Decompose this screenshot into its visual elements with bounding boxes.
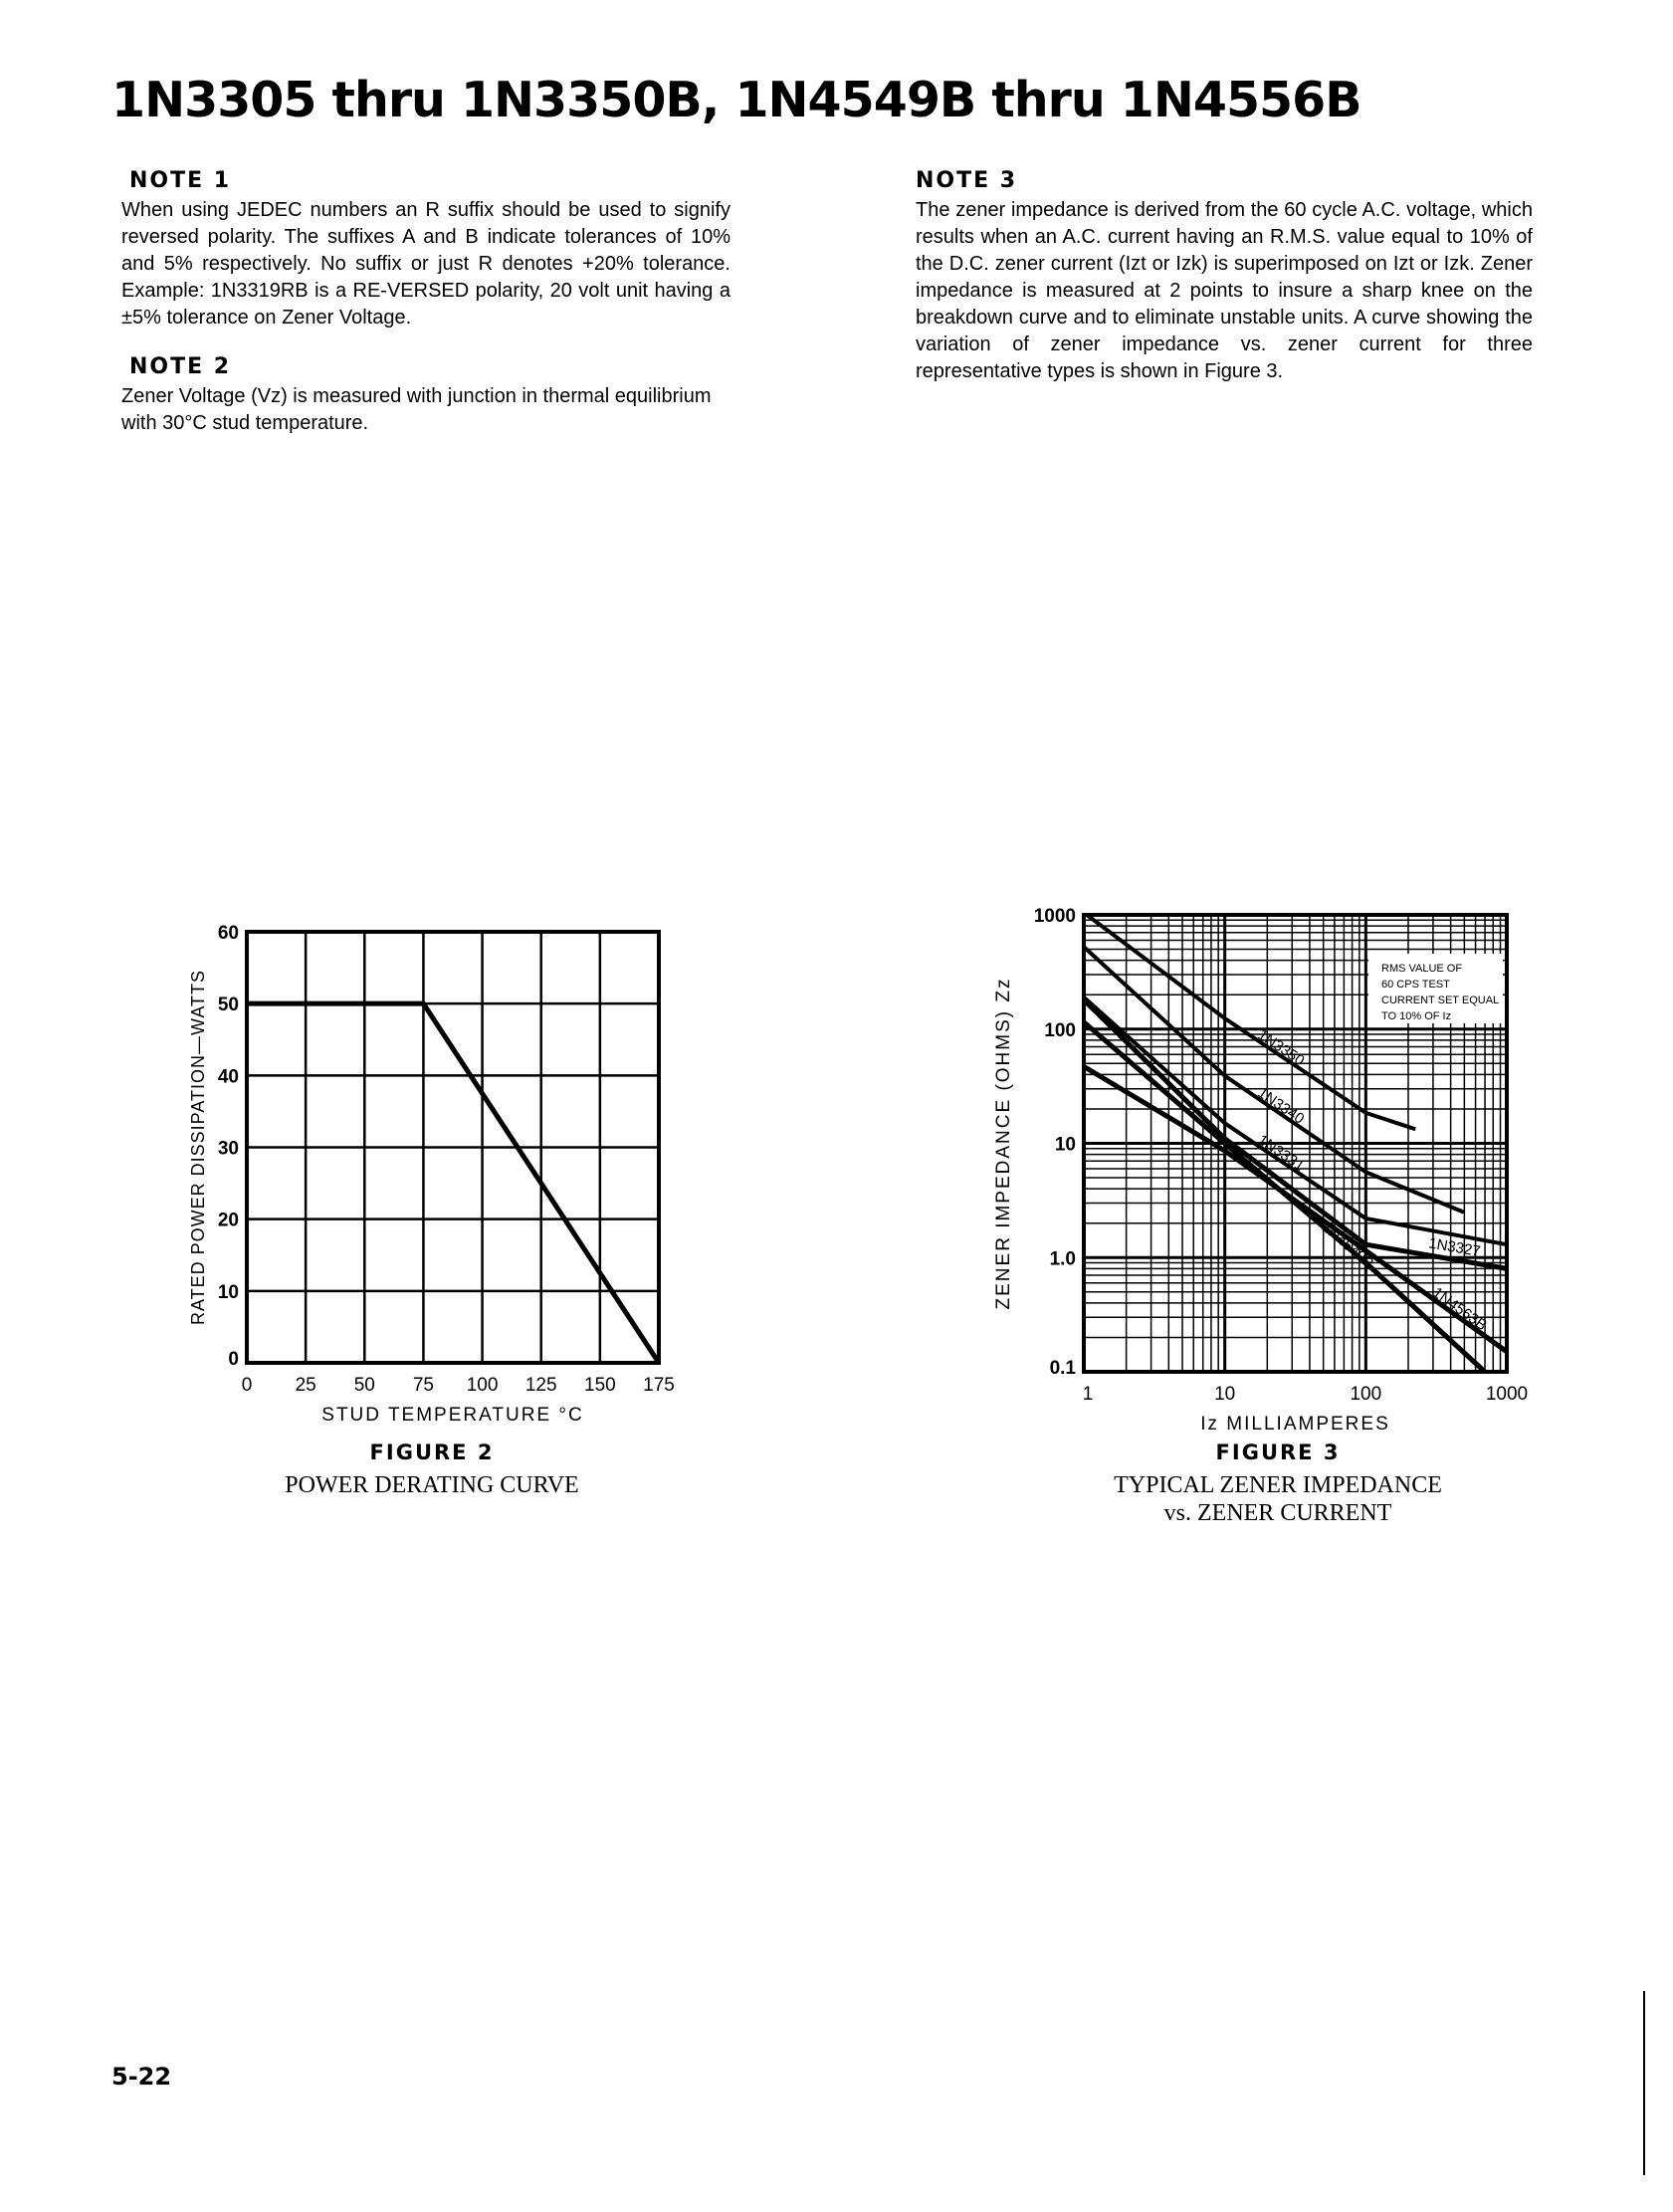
- y-tick-label: 1000: [1034, 906, 1076, 927]
- y-tick-label: 0.1: [1050, 1358, 1077, 1379]
- note-3-text: The zener impedance is derived from the …: [916, 199, 1533, 382]
- y-tick-label: 40: [218, 1066, 239, 1087]
- annotation-text: 60 CPS TEST: [1381, 979, 1450, 991]
- annotation-text: TO 10% OF Iz: [1381, 1010, 1451, 1022]
- x-tick-label: 125: [525, 1375, 557, 1396]
- x-tick-label: 50: [354, 1375, 375, 1396]
- figure-3-caption-line-1: TYPICAL ZENER IMPEDANCE: [1114, 1472, 1442, 1498]
- impedance-curve: [1082, 1019, 1487, 1374]
- note-3-heading: NOTE 3: [916, 168, 1018, 193]
- y-axis-label: ZENER IMPEDANCE (OHMS) Zz: [993, 978, 1014, 1310]
- x-tick-label: 175: [643, 1375, 675, 1396]
- x-tick-label: 100: [1350, 1384, 1381, 1405]
- x-axis-label: STUD TEMPERATURE °C: [321, 1405, 583, 1426]
- y-tick-label: 50: [218, 995, 239, 1015]
- annotation-text: CURRENT SET EQUAL: [1381, 995, 1499, 1006]
- y-tick-label: 100: [1044, 1020, 1076, 1041]
- y-tick-label: 60: [218, 923, 239, 944]
- note-1-heading: NOTE 1: [129, 168, 232, 193]
- figure-2-caption: POWER DERATING CURVE: [285, 1472, 579, 1498]
- derating-line: [247, 1000, 662, 1365]
- plot-frame: [245, 930, 661, 1365]
- x-tick-label: 75: [413, 1375, 434, 1396]
- impedance-curve: [1082, 997, 1508, 1271]
- x-tick-label: 100: [467, 1375, 499, 1396]
- note-1-text: When using JEDEC numbers an R suffix sho…: [121, 199, 731, 329]
- x-tick-label: 10: [1214, 1384, 1235, 1405]
- figure-2-label: FIGURE 2: [369, 1440, 495, 1464]
- y-tick-label: 1.0: [1050, 1248, 1076, 1269]
- x-tick-label: 1: [1083, 1384, 1094, 1405]
- curve-label: 1N3340: [1254, 1084, 1307, 1128]
- x-tick-label: 1000: [1486, 1384, 1528, 1405]
- note-2-text: Zener Voltage (Vz) is measured with junc…: [121, 385, 712, 434]
- margin-rule: [1643, 1991, 1645, 2175]
- x-tick-label: 0: [242, 1375, 253, 1396]
- impedance-curve: [1085, 913, 1416, 1132]
- y-tick-label: 20: [218, 1211, 239, 1231]
- right-notes-column: NOTE 3 The zener impedance is derived fr…: [916, 167, 1533, 385]
- figure-3-caption-line-2: vs. ZENER CURRENT: [1163, 1500, 1392, 1526]
- annotation-box: [1368, 954, 1503, 1023]
- plot-frame: [1082, 913, 1509, 1374]
- y-axis-label: RATED POWER DISSIPATION—WATTS: [188, 970, 208, 1325]
- y-tick-label: 30: [218, 1139, 239, 1160]
- page-title: 1N3305 thru 1N3350B, 1N4549B thru 1N4556…: [111, 72, 1362, 128]
- y-tick-label: 0: [228, 1349, 239, 1370]
- annotation-text: RMS VALUE OF: [1381, 963, 1462, 975]
- left-notes-column: NOTE 1 When using JEDEC numbers an R suf…: [121, 167, 731, 437]
- x-tick-label: 150: [584, 1375, 616, 1396]
- figure-3-chart: RMS VALUE OF 60 CPS TEST CURRENT SET EQUAL…: [993, 906, 1528, 1435]
- impedance-curve: [1082, 995, 1508, 1247]
- note-2-heading: NOTE 2: [129, 354, 232, 379]
- x-axis-label: Iz MILLIAMPERES: [1200, 1414, 1390, 1435]
- page-number: 5-22: [111, 2063, 172, 2091]
- figure-3-label: FIGURE 3: [1215, 1440, 1341, 1464]
- y-tick-label: 10: [218, 1282, 239, 1303]
- y-tick-label: 10: [1055, 1135, 1076, 1156]
- figure-2-chart: 0 25 50 75 100 125 150 175 0 10 20 30 40 50 60 STUD TEM…: [188, 923, 675, 1426]
- x-tick-label: 25: [296, 1375, 316, 1396]
- impedance-curve: [1082, 945, 1465, 1215]
